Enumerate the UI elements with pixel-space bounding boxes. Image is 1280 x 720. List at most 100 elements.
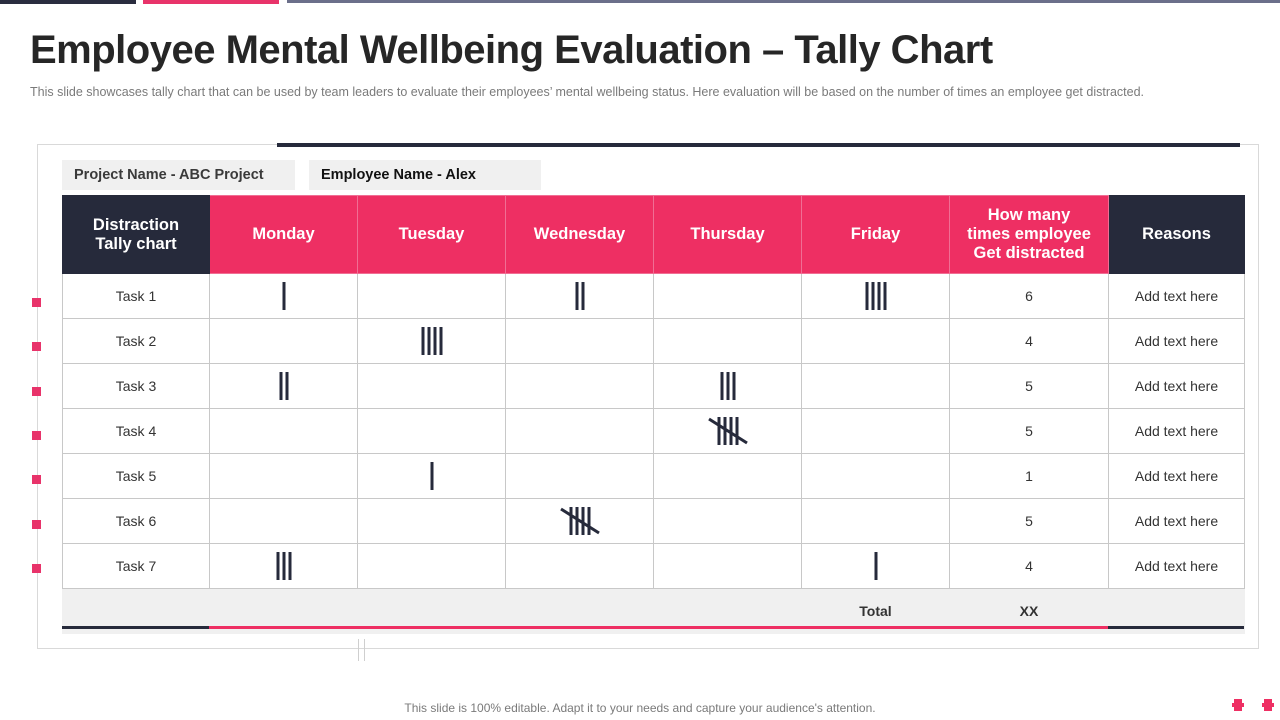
tally-cell-friday — [801, 408, 950, 454]
tally-cell-tuesday — [357, 408, 506, 454]
tally-cell-wednesday — [505, 318, 654, 364]
task-label: Task 7 — [62, 543, 210, 589]
tally-mark — [874, 552, 877, 580]
tally-cell-thursday — [653, 498, 802, 544]
distraction-count: 6 — [949, 273, 1109, 319]
tally-cell-monday — [209, 273, 358, 319]
tally-cell-tuesday — [357, 498, 506, 544]
reason-text[interactable]: Add text here — [1108, 318, 1245, 364]
reason-text[interactable]: Add text here — [1108, 543, 1245, 589]
tally-mark — [575, 282, 584, 310]
tally-cell-friday — [801, 543, 950, 589]
tally-cell-wednesday — [505, 273, 654, 319]
page-subtitle: This slide showcases tally chart that ca… — [30, 85, 1145, 99]
tally-mark — [279, 372, 288, 400]
tally-cell-wednesday — [505, 453, 654, 499]
tally-mark — [720, 372, 735, 400]
tally-cell-monday — [209, 408, 358, 454]
tally-mark — [430, 462, 433, 490]
tally-mark — [276, 552, 291, 580]
square-bullet-icon — [32, 431, 41, 440]
task-label: Task 1 — [62, 273, 210, 319]
tally-cell-monday — [209, 543, 358, 589]
header-label: How many times employee Get distracted — [967, 206, 1091, 262]
tally-cell-thursday — [653, 453, 802, 499]
table-header-row: Distraction Tally chart Monday Tuesday W… — [62, 195, 1245, 274]
reason-text[interactable]: Add text here — [1108, 273, 1245, 319]
distraction-count: 4 — [949, 318, 1109, 364]
tally-cell-monday — [209, 363, 358, 409]
table-bottom-rule-dark — [1108, 626, 1244, 629]
header-thursday: Thursday — [653, 195, 802, 274]
tally-strike — [559, 507, 600, 535]
header-label: Distraction Tally chart — [92, 215, 180, 253]
tally-cell-thursday — [653, 543, 802, 589]
frame-tick-mark — [358, 639, 365, 661]
tally-cell-monday — [209, 318, 358, 364]
table-row: Task 2 4 Add text here — [62, 318, 1245, 364]
tally-mark — [865, 282, 886, 310]
table-row: Task 1 6 Add text here — [62, 273, 1245, 319]
square-bullet-icon — [32, 475, 41, 484]
header-distraction-count: How many times employee Get distracted — [949, 195, 1109, 274]
tally-table: Distraction Tally chart Monday Tuesday W… — [62, 195, 1245, 634]
tally-cell-monday — [209, 453, 358, 499]
table-row: Task 6 5 Add text here — [62, 498, 1245, 544]
tally-cell-wednesday — [505, 498, 654, 544]
task-label: Task 5 — [62, 453, 210, 499]
table-row: Task 5 1 Add text here — [62, 453, 1245, 499]
table-row: Task 7 4 Add text here — [62, 543, 1245, 589]
tally-strike — [707, 417, 748, 445]
header-distraction-tally: Distraction Tally chart — [62, 195, 210, 274]
distraction-count: 5 — [949, 363, 1109, 409]
tally-cell-wednesday — [505, 363, 654, 409]
header-tuesday: Tuesday — [357, 195, 506, 274]
square-bullet-icon — [32, 298, 41, 307]
distraction-count: 1 — [949, 453, 1109, 499]
square-bullet-icon — [32, 387, 41, 396]
tally-mark — [707, 417, 748, 445]
employee-name-chip[interactable]: Employee Name - Alex — [309, 160, 541, 190]
task-label: Task 4 — [62, 408, 210, 454]
header-reasons: Reasons — [1108, 195, 1245, 274]
tally-cell-friday — [801, 498, 950, 544]
reason-text[interactable]: Add text here — [1108, 363, 1245, 409]
top-bar-dark — [0, 0, 136, 4]
tally-cell-friday — [801, 318, 950, 364]
reason-text[interactable]: Add text here — [1108, 453, 1245, 499]
table-bottom-rule-dark — [62, 626, 209, 629]
tally-cell-monday — [209, 498, 358, 544]
tally-cell-thursday — [653, 363, 802, 409]
tally-cell-tuesday — [357, 363, 506, 409]
task-label: Task 2 — [62, 318, 210, 364]
tally-cell-friday — [801, 273, 950, 319]
distraction-count: 5 — [949, 498, 1109, 544]
footer-note: This slide is 100% editable. Adapt it to… — [404, 701, 876, 715]
tally-cell-friday — [801, 363, 950, 409]
tally-cell-tuesday — [357, 543, 506, 589]
puzzle-icon — [1232, 699, 1244, 711]
table-bottom-rule-pink — [209, 626, 1108, 629]
header-monday: Monday — [209, 195, 358, 274]
tally-cell-wednesday — [505, 543, 654, 589]
header-friday: Friday — [801, 195, 950, 274]
tally-cell-thursday — [653, 318, 802, 364]
tally-mark — [559, 507, 600, 535]
tally-cell-tuesday — [357, 318, 506, 364]
task-label: Task 6 — [62, 498, 210, 544]
tally-cell-wednesday — [505, 408, 654, 454]
tally-mark — [282, 282, 285, 310]
header-wednesday: Wednesday — [505, 195, 654, 274]
tally-cell-friday — [801, 453, 950, 499]
tally-cell-tuesday — [357, 453, 506, 499]
reason-text[interactable]: Add text here — [1108, 498, 1245, 544]
distraction-count: 5 — [949, 408, 1109, 454]
task-label: Task 3 — [62, 363, 210, 409]
tally-cell-thursday — [653, 408, 802, 454]
project-name-chip[interactable]: Project Name - ABC Project — [62, 160, 295, 190]
table-row: Task 3 5 Add text here — [62, 363, 1245, 409]
reason-text[interactable]: Add text here — [1108, 408, 1245, 454]
tally-cell-tuesday — [357, 273, 506, 319]
top-bar-pink — [143, 0, 279, 4]
square-bullet-icon — [32, 564, 41, 573]
